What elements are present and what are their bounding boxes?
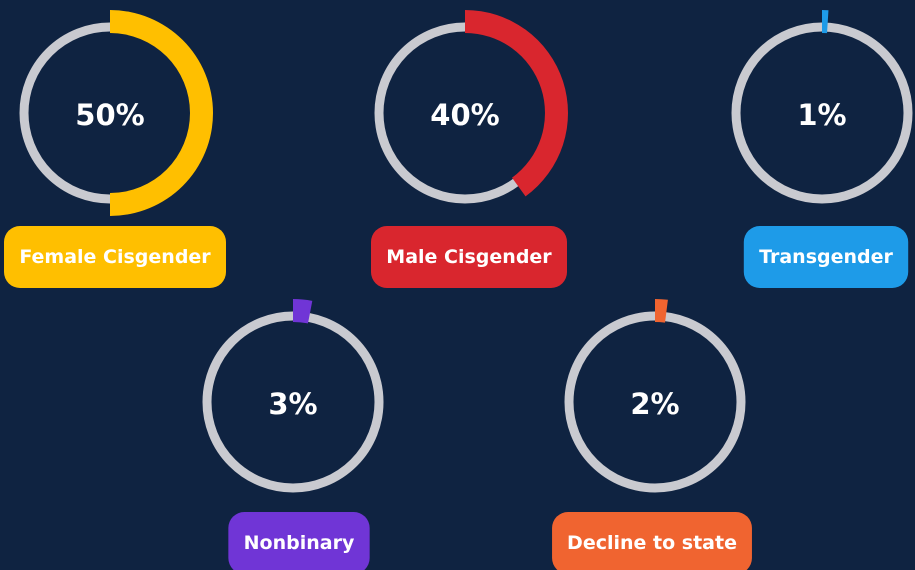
category-pill [228,512,370,570]
center-value: 2% [630,387,679,421]
category-label: Female Cisgender [19,246,211,268]
center-value: 3% [268,387,317,421]
gauge-arc [655,299,668,323]
category-pill [4,226,226,288]
category-label: Decline to state [567,532,737,554]
gauge-arc [822,10,829,34]
center-value: 50% [75,98,144,132]
gauge-arc [110,10,213,216]
category-pill [743,226,909,288]
center-value: 1% [797,98,846,132]
category-label: Male Cisgender [386,246,552,268]
category-label: Nonbinary [244,532,355,554]
gauge-arc [465,10,568,197]
category-pill [552,512,752,570]
gauge-arc [293,299,313,324]
category-pill [370,226,568,288]
category-label: Transgender [759,246,893,268]
center-value: 40% [430,98,499,132]
